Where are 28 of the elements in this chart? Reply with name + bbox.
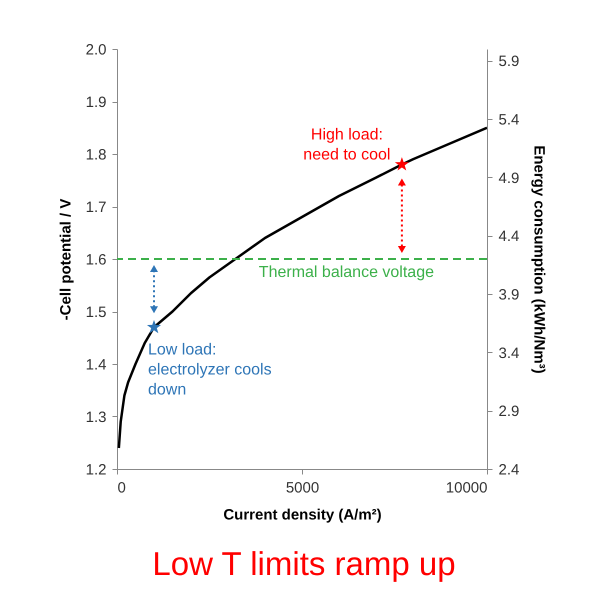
x-tick-label: 5000 xyxy=(286,480,320,496)
y-tick-label: 1.8 xyxy=(86,146,106,164)
y-tick-label: 1.7 xyxy=(86,199,106,216)
x-tick-label: 10000 xyxy=(446,480,488,496)
y-tick-label: 1.2 xyxy=(86,462,106,478)
y2-axis-title: Energy consumption (kWh/Nm³) xyxy=(530,145,548,374)
y-tick-label: 1.4 xyxy=(86,356,106,374)
x-axis-title: Current density (A/m²) xyxy=(223,506,382,524)
ref-line-label: Thermal balance voltage xyxy=(258,264,434,281)
x-tick-label: 0 xyxy=(118,480,126,496)
y-tick-label: 2.0 xyxy=(86,42,106,58)
y2-tick-label: 5.9 xyxy=(498,53,520,70)
annotation: High load: need to cool xyxy=(303,126,390,164)
y2-tick-label: 4.9 xyxy=(498,170,520,187)
y-axis-title: -Cell potential / V xyxy=(58,198,75,320)
y2-tick-label: 3.4 xyxy=(498,344,520,362)
y2-tick-label: 2.4 xyxy=(498,462,520,478)
y2-tick-label: 3.9 xyxy=(498,286,520,304)
y-tick-label: 1.9 xyxy=(86,94,106,111)
y2-tick-label: 2.9 xyxy=(498,403,520,420)
y-tick-label: 1.5 xyxy=(86,304,106,321)
y2-tick-label: 5.4 xyxy=(498,112,520,128)
y2-tick-label: 4.4 xyxy=(498,228,520,246)
text: Low T limits ramp up xyxy=(151,545,457,583)
y-tick-label: 1.3 xyxy=(86,409,106,426)
annotation: Low load: electrolyzer cools down xyxy=(148,341,272,398)
y-tick-label: 1.6 xyxy=(86,252,106,268)
line-series xyxy=(118,126,487,450)
